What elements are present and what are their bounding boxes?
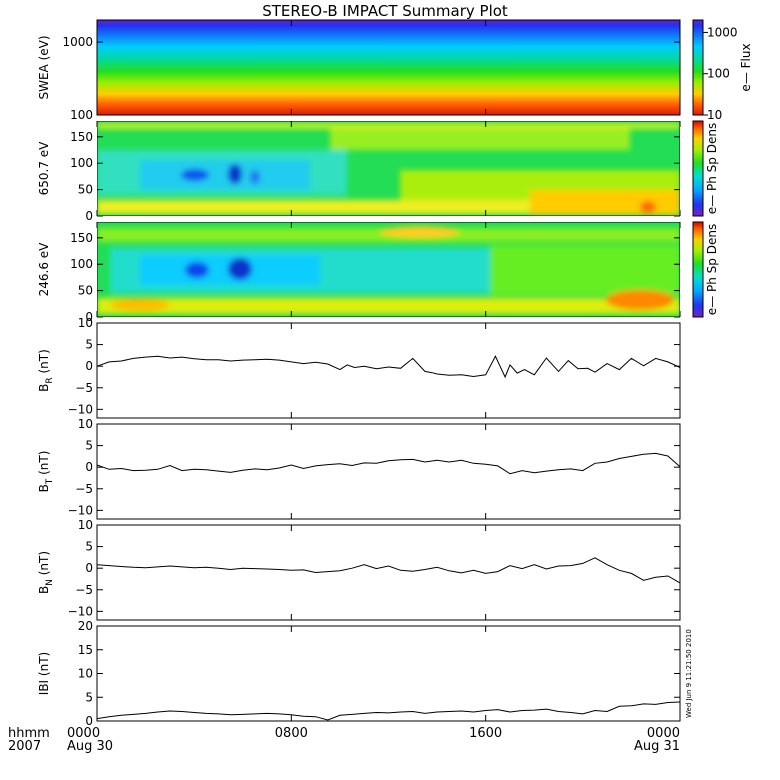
bn-ylabel: BN (nT): [37, 551, 55, 594]
x-tick-label: 1600: [469, 726, 502, 741]
bt-ytick-label: 5: [85, 439, 93, 453]
x-tick-date-label: Aug 30: [67, 739, 113, 754]
swea-panel: [96, 19, 681, 116]
x-tick-label: 0000: [647, 726, 680, 741]
pad650-heatmap: [97, 123, 680, 215]
br-ytick-label: −5: [75, 381, 93, 395]
bn-ytick-label: 10: [78, 518, 93, 532]
br-ytick-label: 0: [85, 359, 93, 373]
br-ytick-label: −10: [68, 402, 93, 416]
swea-ylabel: SWEA (eV): [37, 35, 51, 99]
bmag-frame: [96, 625, 681, 722]
swea-colorbar-tick-label: 1000: [707, 25, 738, 39]
bn-ytick-label: −5: [75, 583, 93, 597]
bmag-ytick-label: 0: [85, 714, 93, 728]
swea-colorbar: [692, 19, 704, 116]
bmag-ytick-label: 5: [85, 690, 93, 704]
pad650-panel: [97, 121, 680, 216]
x-tick-label: 0000: [67, 726, 100, 741]
br-ylabel: BR (nT): [37, 349, 55, 392]
bt-series-line: [96, 452, 681, 475]
swea-heatmap: [97, 20, 680, 115]
x-tick-date-label: Aug 31: [634, 739, 680, 754]
br-ytick-label: 10: [78, 316, 93, 330]
bt-ytick-label: −10: [68, 503, 93, 517]
br-ytick-label: 5: [85, 338, 93, 352]
pad246-colorbar: [692, 221, 704, 318]
pad650-ytick-label: 150: [70, 130, 93, 144]
bn-frame: [96, 524, 681, 621]
bmag-ytick-label: 10: [78, 667, 93, 681]
timestamp-label: Wed Jun 9 11:21:50 2010: [685, 629, 693, 718]
pad650-colorbar: [692, 120, 704, 217]
bn-ytick-label: 5: [85, 540, 93, 554]
swea-colorbar-tick-label: 10: [707, 108, 722, 122]
swea-frame: [96, 19, 681, 116]
pad246-panel: [97, 222, 680, 317]
bt-ylabel: BT (nT): [37, 451, 55, 493]
pad650-ytick-label: 0: [85, 209, 93, 223]
pad650-ytick-label: 50: [78, 183, 93, 197]
x-axis-year-label: 2007: [8, 739, 41, 754]
bmag-ytick-label: 15: [78, 643, 93, 657]
bn-ytick-label: −10: [68, 604, 93, 618]
pad246-ytick-label: 0: [85, 310, 93, 324]
br-series-line: [96, 355, 681, 379]
bn-ytick-label: 0: [85, 561, 93, 575]
bt-frame: [96, 423, 681, 520]
pad650-ylabel: 650.7 eV: [37, 141, 51, 196]
x-tick-label: 0800: [275, 726, 308, 741]
swea-ytick-label: 100: [70, 108, 93, 122]
pad650-ytick-label: 100: [70, 156, 93, 170]
pad650-colorbar-label: e— Ph Sp Dens: [705, 123, 719, 214]
swea-colorbar-tick-label: 100: [707, 67, 730, 81]
x-axis-hhmm-label: hhmm: [8, 726, 50, 741]
pad246-heatmap: [97, 226, 680, 314]
bmag-ylabel: IBI (nT): [37, 652, 51, 695]
bt-ytick-label: −5: [75, 482, 93, 496]
br-frame: [96, 322, 681, 419]
bn-series-line: [96, 557, 681, 584]
swea-ytick-label: 1000: [62, 35, 93, 49]
pad246-ylabel: 246.6 eV: [37, 242, 51, 297]
pad246-ytick-label: 150: [70, 231, 93, 245]
bmag-series-line: [96, 701, 681, 721]
pad246-ytick-label: 100: [70, 257, 93, 271]
bt-ytick-label: 10: [78, 417, 93, 431]
pad246-ytick-label: 50: [78, 284, 93, 298]
pad246-colorbar-label: e— Ph Sp Dens: [705, 224, 719, 315]
swea-colorbar-label: e— Flux: [739, 43, 753, 91]
bt-ytick-label: 0: [85, 460, 93, 474]
bmag-ytick-label: 20: [78, 619, 93, 633]
chart-title: STEREO-B IMPACT Summary Plot: [262, 2, 508, 20]
